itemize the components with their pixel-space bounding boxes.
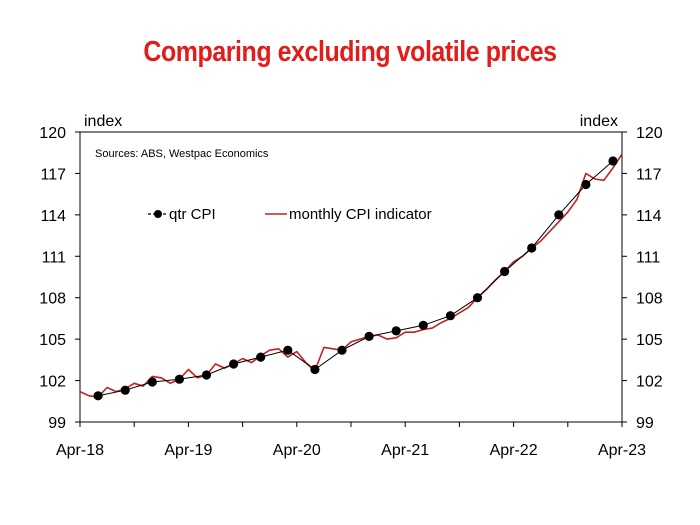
y-tick-label-left: 114 bbox=[40, 208, 66, 225]
qtr-point bbox=[120, 385, 130, 395]
qtr-point bbox=[500, 266, 510, 277]
qtr-point bbox=[229, 359, 239, 369]
y-tick-label-right: 111 bbox=[636, 249, 660, 266]
y-tick-label-left: 99 bbox=[48, 415, 66, 432]
y-tick-label-left: 102 bbox=[39, 374, 66, 391]
x-tick-label: Apr-21 bbox=[381, 442, 429, 459]
series-line-qtr bbox=[97, 160, 614, 397]
y-tick-label-left: 120 bbox=[39, 125, 66, 142]
y-tick-label-left: 117 bbox=[40, 166, 66, 183]
y-tick-label-right: 114 bbox=[636, 208, 662, 225]
x-tick-label: Apr-20 bbox=[273, 442, 321, 459]
y-axis-left: 99 102 105 108 111 114 117 120 bbox=[39, 125, 80, 432]
x-axis: Apr-18 Apr-19 Apr-20 Apr-21 Apr-22 Apr-23 bbox=[56, 422, 646, 459]
x-tick-label: Apr-18 bbox=[56, 442, 104, 459]
legend-qtr-marker bbox=[154, 210, 162, 218]
qtr-point bbox=[445, 311, 455, 321]
y-tick-label-right: 105 bbox=[636, 332, 663, 349]
series-points bbox=[93, 156, 618, 401]
qtr-point bbox=[527, 243, 537, 253]
y-unit-left: index bbox=[84, 113, 122, 130]
qtr-point bbox=[391, 326, 401, 336]
qtr-point bbox=[337, 345, 347, 355]
legend: qtr CPI monthly CPI indicator bbox=[148, 206, 432, 223]
qtr-point bbox=[256, 352, 266, 362]
y-tick-label-right: 108 bbox=[636, 291, 663, 308]
qtr-point bbox=[581, 179, 591, 190]
qtr-point bbox=[364, 331, 374, 341]
source-note: Sources: ABS, Westpac Economics bbox=[95, 148, 269, 160]
y-tick-label-right: 99 bbox=[636, 415, 654, 432]
qtr-point bbox=[554, 210, 564, 220]
legend-qtr-label: qtr CPI bbox=[169, 206, 216, 223]
chart-title: Comparing excluding volatile prices bbox=[143, 36, 557, 68]
y-tick-label-left: 111 bbox=[42, 249, 66, 266]
y-tick-label-right: 120 bbox=[636, 125, 663, 142]
y-unit-right: index bbox=[580, 113, 618, 130]
qtr-point bbox=[93, 391, 103, 401]
series-line-monthly bbox=[79, 153, 623, 398]
qtr-point bbox=[418, 320, 428, 330]
series-lines bbox=[79, 153, 623, 398]
qtr-point bbox=[608, 156, 618, 166]
y-tick-label-right: 117 bbox=[636, 166, 662, 183]
qtr-point bbox=[174, 374, 184, 384]
x-tick-label: Apr-22 bbox=[490, 442, 538, 459]
qtr-point bbox=[147, 377, 157, 387]
y-tick-label-left: 108 bbox=[39, 291, 66, 308]
y-tick-label-right: 102 bbox=[636, 374, 663, 391]
x-tick-label: Apr-19 bbox=[164, 442, 212, 459]
x-tick-label: Apr-23 bbox=[598, 442, 646, 459]
qtr-point bbox=[310, 364, 320, 375]
y-tick-label-left: 105 bbox=[39, 332, 66, 349]
qtr-point bbox=[283, 345, 293, 355]
qtr-point bbox=[201, 370, 212, 380]
y-axis-right: 99 102 105 108 111 114 117 120 bbox=[622, 125, 663, 432]
legend-monthly-label: monthly CPI indicator bbox=[289, 206, 432, 223]
qtr-point bbox=[472, 293, 483, 303]
